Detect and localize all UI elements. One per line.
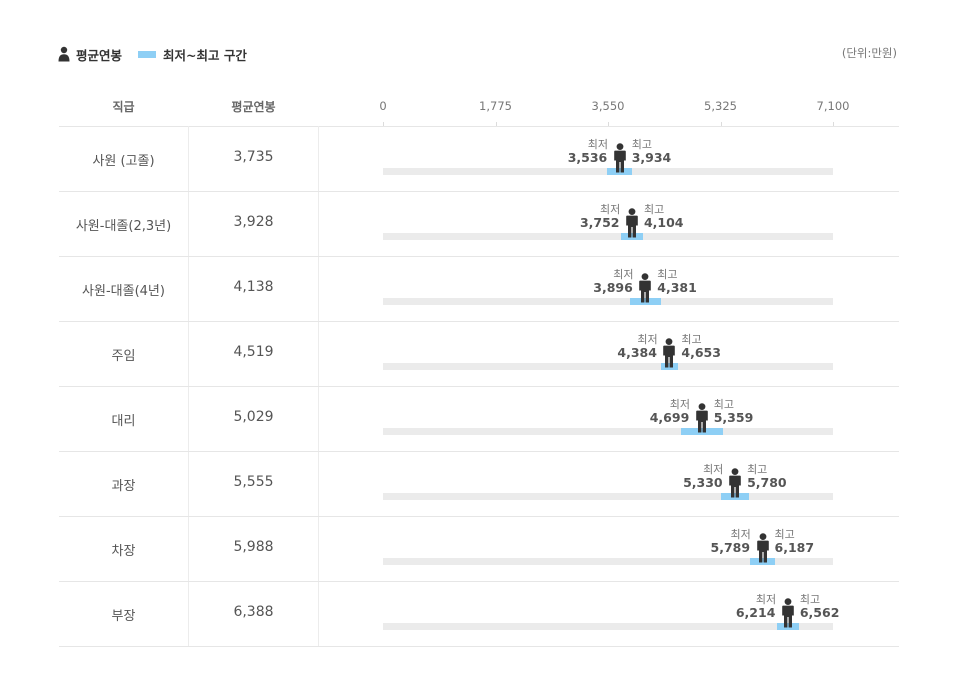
- min-value: 4,699: [649, 410, 690, 425]
- x-tick-mark: [383, 122, 384, 126]
- max-label: 최고: [681, 333, 702, 346]
- row-divider: [59, 386, 899, 387]
- row-grade-label: 사원-대졸(4년): [82, 284, 165, 299]
- range-band: [629, 298, 661, 305]
- range-track: [383, 233, 833, 240]
- avg-marker-person-icon: [612, 143, 628, 173]
- range-band: [776, 623, 799, 630]
- avg-marker-person-icon: [637, 273, 653, 303]
- min-label: 최저: [669, 398, 690, 411]
- max-value: 4,104: [643, 215, 684, 230]
- min-value: 4,384: [617, 345, 657, 360]
- row-grade-label: 사원-대졸(2,3년): [75, 219, 172, 234]
- x-tick-mark: [833, 122, 834, 126]
- min-value: 6,214: [735, 605, 776, 620]
- max-label: 최고: [774, 528, 795, 541]
- avg-marker-person-icon: [661, 338, 677, 368]
- person-icon: [58, 46, 70, 62]
- max-value: 5,780: [747, 475, 787, 490]
- header-divider: [59, 126, 899, 127]
- row-grade-label: 주임: [111, 349, 136, 364]
- max-label: 최고: [657, 268, 678, 281]
- range-band: [660, 363, 678, 370]
- max-value: 5,359: [713, 410, 754, 425]
- min-label: 최저: [755, 593, 777, 606]
- avg-marker-person-icon: [727, 468, 743, 498]
- max-label: 최고: [799, 593, 821, 606]
- row-grade-label: 과장: [111, 479, 136, 494]
- legend-range-label: 최저~최고 구간: [163, 47, 247, 63]
- avg-marker-person-icon: [624, 208, 640, 238]
- row-grade-label: 부장: [111, 609, 136, 624]
- row-divider: [59, 191, 899, 192]
- range-track: [383, 623, 833, 630]
- row-divider: [59, 321, 899, 322]
- avg-marker-person-icon: [755, 533, 771, 563]
- x-tick-label: 0: [379, 99, 387, 113]
- x-tick-label: 1,775: [479, 99, 512, 113]
- row-avg-value: 6,388: [233, 604, 274, 620]
- avg-marker-person-icon: [694, 403, 710, 433]
- range-band: [720, 493, 750, 500]
- range-band: [620, 233, 644, 240]
- range-track: [383, 298, 833, 305]
- range-swatch: [138, 50, 157, 58]
- min-label: 최저: [599, 203, 621, 216]
- max-value: 6,562: [799, 605, 840, 620]
- max-value: 3,934: [631, 150, 672, 165]
- row-divider: [59, 581, 899, 582]
- min-value: 5,789: [710, 540, 751, 555]
- unit-label: (단위:만원): [841, 46, 897, 60]
- row-grade-label: 차장: [111, 544, 136, 559]
- row-divider: [59, 646, 899, 647]
- row-divider: [59, 451, 899, 452]
- x-tick-mark: [720, 122, 722, 126]
- range-track: [383, 558, 833, 565]
- x-tick-mark: [608, 122, 609, 126]
- min-label: 최저: [613, 268, 634, 281]
- min-value: 3,536: [567, 150, 608, 165]
- row-avg-value: 4,519: [233, 344, 274, 360]
- row-avg-value: 4,138: [233, 279, 274, 295]
- min-label: 최저: [730, 528, 751, 541]
- row-avg-value: 3,928: [233, 214, 274, 230]
- min-value: 3,896: [593, 280, 633, 295]
- row-avg-value: 3,735: [233, 149, 274, 165]
- max-value: 6,187: [774, 540, 815, 555]
- max-label: 최고: [747, 463, 768, 476]
- legend-avg-label: 평균연봉: [76, 47, 123, 63]
- range-track: [383, 363, 833, 370]
- range-track: [383, 428, 833, 435]
- x-tick-label: 7,100: [816, 99, 850, 113]
- range-band: [749, 558, 776, 565]
- range-band: [607, 168, 633, 175]
- legend: 평균연봉 최저~최고 구간: [58, 44, 247, 64]
- row-avg-value: 5,029: [233, 409, 274, 425]
- range-band: [680, 428, 723, 435]
- x-tick-label: 3,550: [591, 99, 625, 113]
- min-label: 최저: [587, 138, 608, 151]
- min-value: 3,752: [579, 215, 620, 230]
- min-label: 최저: [703, 463, 724, 476]
- row-grade-label: 대리: [111, 414, 136, 429]
- max-value: 4,381: [657, 280, 697, 295]
- row-divider: [59, 256, 899, 257]
- row-grade-label: 사원 (고졸): [92, 154, 155, 169]
- avg-marker-person-icon: [780, 598, 796, 628]
- x-tick-label: 5,325: [704, 99, 737, 113]
- header-grade: 직급: [112, 100, 135, 114]
- row-avg-value: 5,555: [233, 474, 274, 490]
- range-track: [383, 493, 833, 500]
- min-label: 최저: [637, 333, 658, 346]
- max-value: 4,653: [681, 345, 721, 360]
- max-label: 최고: [713, 398, 734, 411]
- min-value: 5,330: [683, 475, 723, 490]
- row-divider: [59, 516, 899, 517]
- x-tick-mark: [495, 122, 497, 126]
- row-avg-value: 5,988: [233, 539, 274, 555]
- header-avg: 평균연봉: [231, 100, 276, 114]
- max-label: 최고: [631, 138, 652, 151]
- max-label: 최고: [643, 203, 665, 216]
